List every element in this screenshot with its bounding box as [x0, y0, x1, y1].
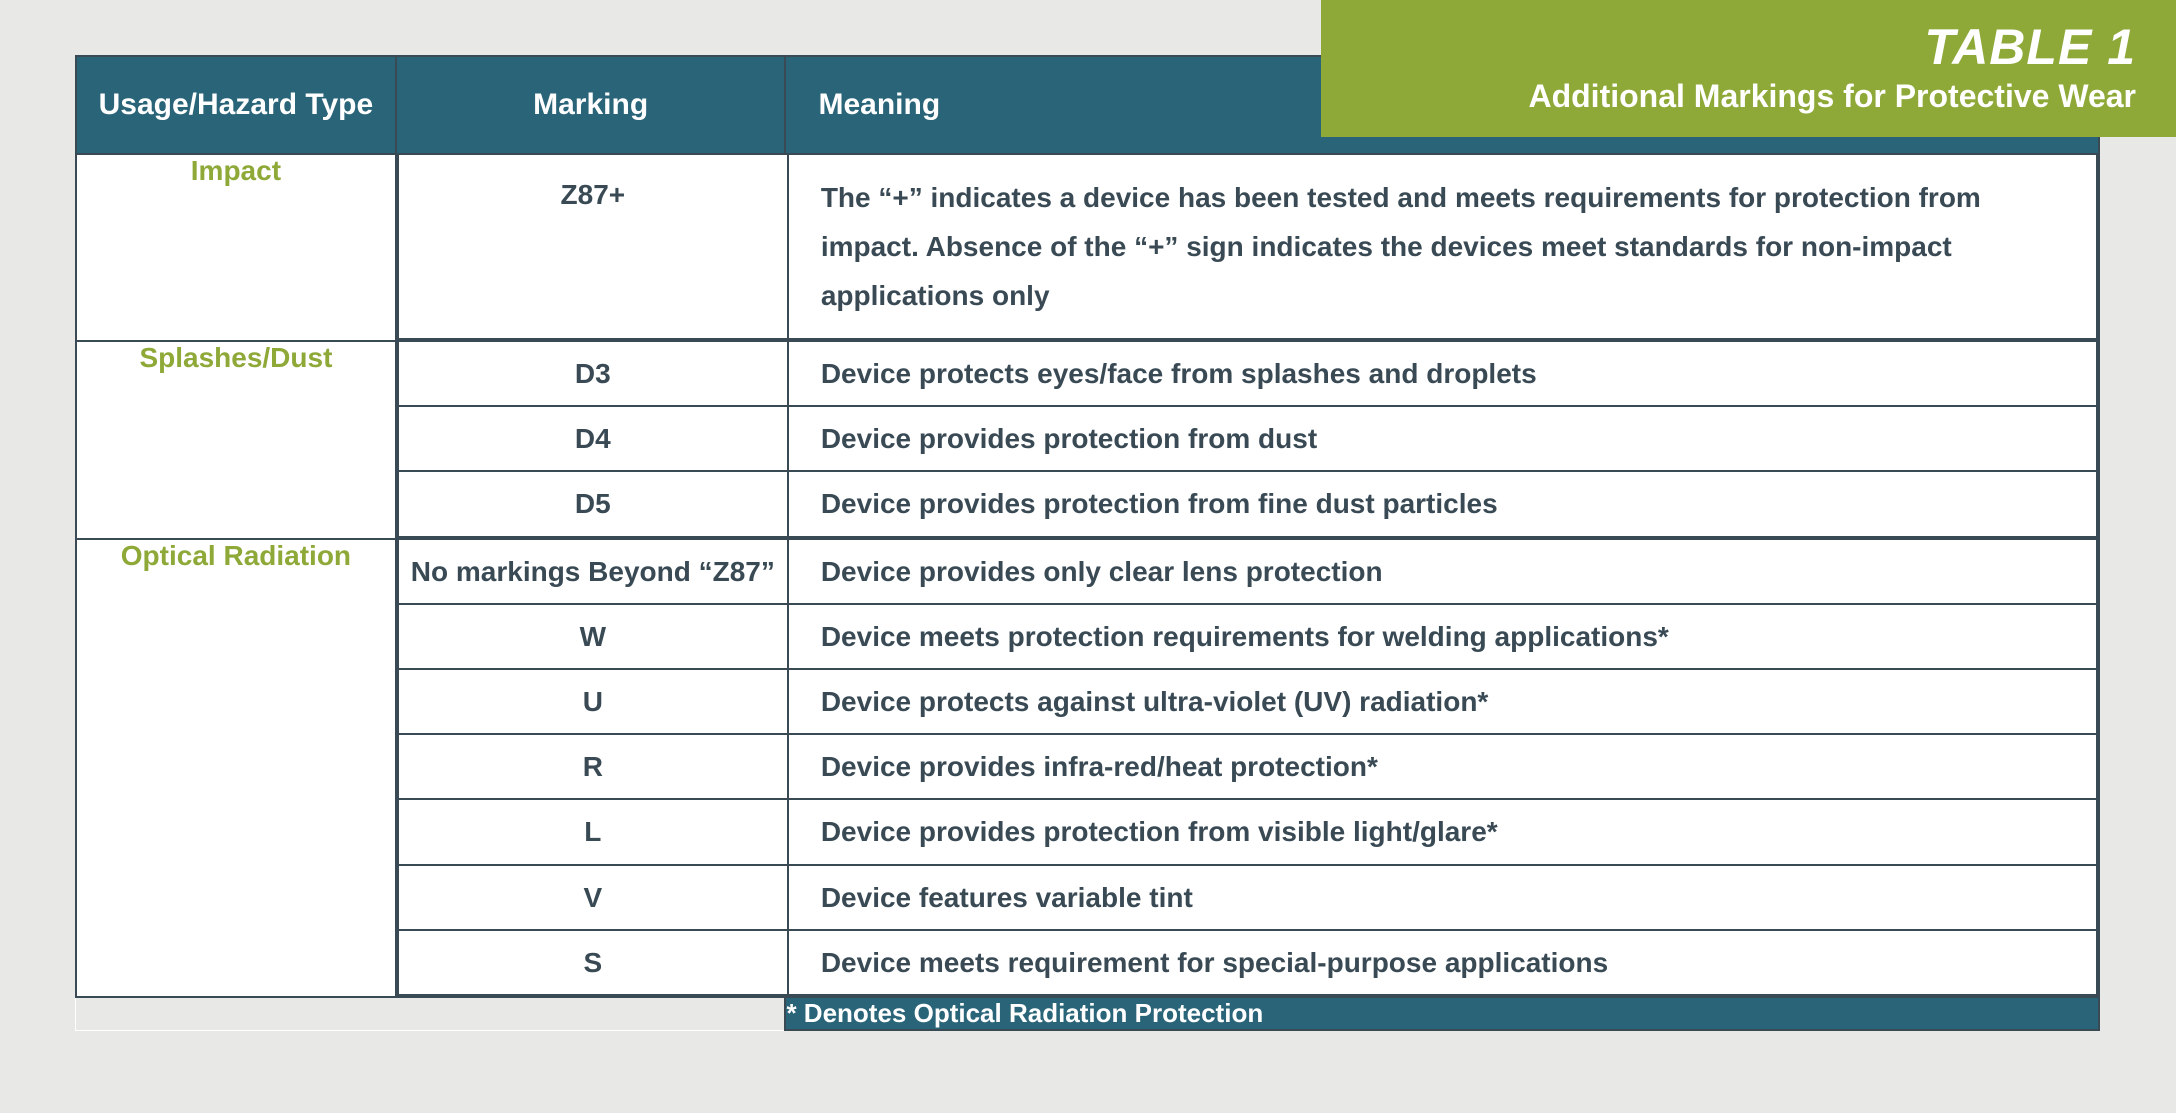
meaning-cell: The “+” indicates a device has been test…: [788, 155, 2097, 339]
meaning-cell: Device protects against ultra-violet (UV…: [788, 669, 2097, 734]
marking-cell: L: [398, 799, 788, 864]
marking-cell: R: [398, 734, 788, 799]
table-row: L Device provides protection from visibl…: [398, 799, 2097, 864]
table-row: Z87+ The “+” indicates a device has been…: [398, 155, 2097, 339]
table-row: D5 Device provides protection from fine …: [398, 471, 2097, 536]
group-row-optical: Optical Radiation No markings Beyond “Z8…: [76, 539, 2099, 997]
table-row: U Device protects against ultra-violet (…: [398, 669, 2097, 734]
group-row-impact: Impact Z87+ The “+” indicates a device h…: [76, 154, 2099, 341]
marking-cell: S: [398, 930, 788, 995]
optical-rows: No markings Beyond “Z87” Device provides…: [397, 540, 2098, 996]
meaning-cell: Device provides protection from dust: [788, 406, 2097, 471]
meaning-cell: Device features variable tint: [788, 865, 2097, 930]
table-number: TABLE 1: [1361, 18, 2136, 76]
table-row: R Device provides infra-red/heat protect…: [398, 734, 2097, 799]
meaning-cell: Device meets protection requirements for…: [788, 604, 2097, 669]
table-row: D3 Device protects eyes/face from splash…: [398, 342, 2097, 406]
footnote-blank2: [396, 997, 786, 1030]
marking-cell: W: [398, 604, 788, 669]
footnote-text: * Denotes Optical Radiation Protection: [785, 997, 2099, 1030]
meaning-cell: Device meets requirement for special-pur…: [788, 930, 2097, 995]
table-row: S Device meets requirement for special-p…: [398, 930, 2097, 995]
marking-cell: V: [398, 865, 788, 930]
markings-table: Usage/Hazard Type Marking Meaning Impact…: [75, 55, 2100, 1031]
table-row: W Device meets protection requirements f…: [398, 604, 2097, 669]
impact-rows: Z87+ The “+” indicates a device has been…: [397, 155, 2098, 340]
marking-cell: D4: [398, 406, 788, 471]
table-row: V Device features variable tint: [398, 865, 2097, 930]
meaning-cell: Device provides only clear lens protecti…: [788, 540, 2097, 604]
col-header-hazard: Usage/Hazard Type: [76, 56, 396, 154]
hazard-impact: Impact: [76, 154, 396, 341]
table-title-block: TABLE 1 Additional Markings for Protecti…: [1321, 0, 2176, 137]
footnote-blank1: [76, 997, 396, 1030]
splashes-rows: D3 Device protects eyes/face from splash…: [397, 342, 2098, 538]
table-row: No markings Beyond “Z87” Device provides…: [398, 540, 2097, 604]
col-header-marking: Marking: [396, 56, 786, 154]
table-subtitle: Additional Markings for Protective Wear: [1361, 78, 2136, 115]
group-row-splashes: Splashes/Dust D3 Device protects eyes/fa…: [76, 341, 2099, 539]
meaning-cell: Device provides protection from visible …: [788, 799, 2097, 864]
footnote-row: * Denotes Optical Radiation Protection: [76, 997, 2099, 1030]
meaning-cell: Device provides protection from fine dus…: [788, 471, 2097, 536]
table-row: D4 Device provides protection from dust: [398, 406, 2097, 471]
hazard-optical: Optical Radiation: [76, 539, 396, 997]
meaning-cell: Device protects eyes/face from splashes …: [788, 342, 2097, 406]
marking-cell: No markings Beyond “Z87”: [398, 540, 788, 604]
meaning-cell: Device provides infra-red/heat protectio…: [788, 734, 2097, 799]
marking-cell: D5: [398, 471, 788, 536]
hazard-splashes: Splashes/Dust: [76, 341, 396, 539]
marking-cell: D3: [398, 342, 788, 406]
marking-cell: U: [398, 669, 788, 734]
marking-cell: Z87+: [398, 155, 788, 339]
